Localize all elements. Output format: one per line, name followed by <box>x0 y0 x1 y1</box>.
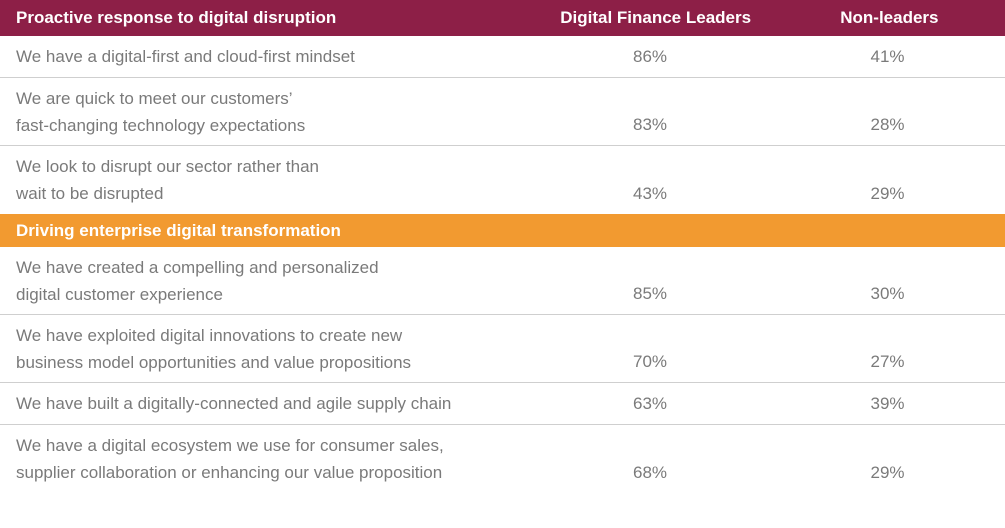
leaders-value: 70% <box>632 352 668 371</box>
nonleaders-value: 27% <box>870 352 905 371</box>
column-header-leaders: Digital Finance Leaders <box>560 8 752 27</box>
row-label: We have exploited digital innovations to… <box>16 326 412 372</box>
table-row: We are quick to meet our customers’ fast… <box>0 78 1005 146</box>
row-label: We look to disrupt our sector rather tha… <box>16 157 320 203</box>
leaders-value: 83% <box>632 115 668 134</box>
section-header-transformation: Driving enterprise digital transformatio… <box>0 214 1005 247</box>
section-title: Driving enterprise digital transformatio… <box>16 220 341 240</box>
section-title: Proactive response to digital disruption <box>16 8 337 27</box>
leaders-value: 43% <box>632 184 668 203</box>
nonleaders-value: 30% <box>870 284 905 303</box>
row-label: We have created a compelling and persona… <box>16 258 379 304</box>
row-label: We are quick to meet our customers’ fast… <box>16 89 306 135</box>
leaders-value: 86% <box>632 47 668 66</box>
row-label: We have a digital-first and cloud-first … <box>16 47 355 66</box>
leaders-value: 68% <box>632 463 668 482</box>
nonleaders-value: 29% <box>870 463 905 482</box>
column-header-nonleaders: Non-leaders <box>840 8 939 27</box>
row-label: We have a digital ecosystem we use for c… <box>16 436 444 482</box>
row-label: We have built a digitally-connected and … <box>16 394 452 413</box>
table-row: We look to disrupt our sector rather tha… <box>0 146 1005 214</box>
table-row: We have exploited digital innovations to… <box>0 315 1005 383</box>
table-row: We have created a compelling and persona… <box>0 247 1005 315</box>
nonleaders-value: 28% <box>870 115 905 134</box>
nonleaders-value: 41% <box>870 47 905 66</box>
table-row: We have built a digitally-connected and … <box>0 383 1005 425</box>
nonleaders-value: 29% <box>870 184 905 203</box>
table-row: We have a digital-first and cloud-first … <box>0 36 1005 78</box>
table-row: We have a digital ecosystem we use for c… <box>0 425 1005 493</box>
leaders-value: 63% <box>632 394 668 413</box>
comparison-table: Proactive response to digital disruption… <box>0 0 1005 493</box>
section-header-proactive: Proactive response to digital disruption… <box>0 0 1005 36</box>
leaders-value: 85% <box>632 284 668 303</box>
nonleaders-value: 39% <box>870 394 905 413</box>
